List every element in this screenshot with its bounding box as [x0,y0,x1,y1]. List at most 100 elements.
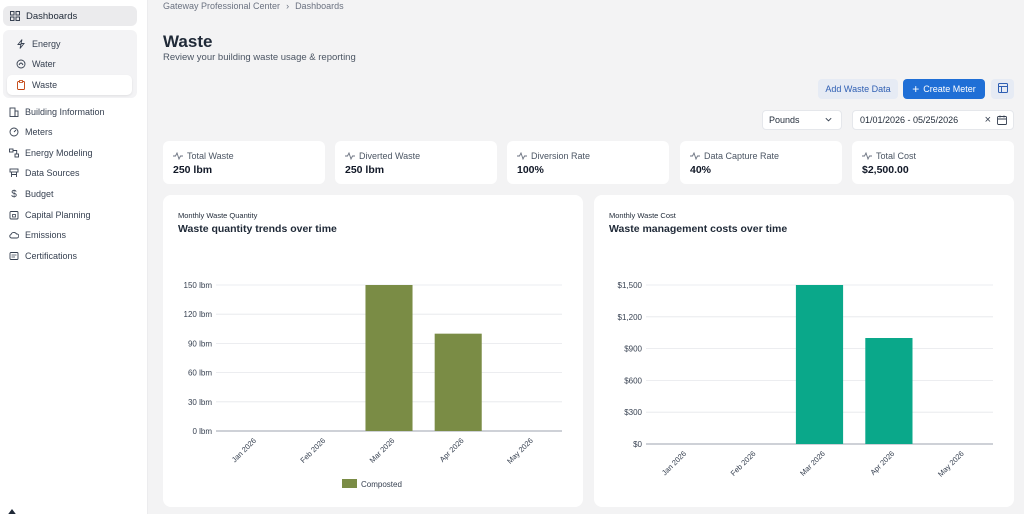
certificate-icon [8,250,20,262]
waste-cost-chart: $0 $300 $600 $900 $1,200 $1,500 Jan 2026 Feb 20… [618,281,993,479]
model-icon [8,147,20,159]
calendar-icon [8,209,20,221]
bar[interactable] [795,285,844,444]
cloud-icon [8,229,20,241]
sidebar-item-capital-planning[interactable]: Capital Planning [8,207,91,223]
bar[interactable] [434,333,482,431]
meter-icon [8,126,20,138]
unit-select-value: Pounds [769,115,800,125]
dollar-icon: $ [11,188,17,200]
date-range-picker[interactable]: 01/01/2026 - 05/25/2026 × [852,110,1014,130]
dashboards-submenu: Energy Water Waste [3,30,137,98]
x-tick-label: Feb 2026 [729,449,758,478]
activity-icon [690,152,700,160]
breadcrumb-building[interactable]: Gateway Professional Center [163,1,281,11]
sidebar-item-label: Data Sources [25,168,80,178]
calendar-icon[interactable] [997,115,1007,127]
sidebar-item-label: Emissions [25,230,67,240]
chart-eyebrow: Monthly Waste Quantity [178,211,258,220]
waste-quantity-chart: 0 lbm 30 lbm 60 lbm 90 lbm 120 lbm 150 lbm Jan… [184,281,562,489]
sidebar-subitem-water[interactable]: Water [7,54,132,74]
table-icon [997,80,1008,98]
x-tick-label: Mar 2026 [798,449,827,478]
create-meter-button[interactable]: + Create Meter [903,79,985,99]
x-tick-label: Feb 2026 [298,436,327,465]
sidebar-item-budget[interactable]: $ Budget [8,186,54,202]
waste-cost-chart-card: Monthly Waste Cost Waste management cost… [594,195,1014,507]
bolt-icon [15,38,27,50]
x-tick-label: May 2026 [505,436,535,466]
breadcrumb: Gateway Professional Center › Dashboards [163,0,344,12]
breadcrumb-dashboards[interactable]: Dashboards [295,1,344,11]
chart-eyebrow: Monthly Waste Cost [609,211,676,220]
y-tick-label: 120 lbm [184,310,213,319]
waste-quantity-chart-card: Monthly Waste Quantity Waste quantity tr… [163,195,583,507]
sidebar-item-label: Budget [25,189,54,199]
database-icon [8,167,20,179]
sidebar-item-meters[interactable]: Meters [8,124,53,140]
sidebar-subitem-label: Waste [32,80,58,90]
sidebar-subitem-label: Water [32,59,56,69]
sidebar-subitem-waste[interactable]: Waste [7,75,132,95]
chevron-right-icon: › [286,1,290,11]
plus-icon: + [912,82,920,96]
activity-icon [345,152,355,160]
chart-title: Waste quantity trends over time [178,223,337,235]
add-waste-data-button[interactable]: Add Waste Data [818,79,898,99]
sidebar-item-data-sources[interactable]: Data Sources [8,165,80,181]
unit-select[interactable]: Pounds [762,110,842,130]
y-tick-label: $300 [624,408,642,417]
kpi-label: Diverted Waste [359,151,421,161]
sidebar-item-label: Building Information [25,107,105,117]
sidebar-item-energy-modeling[interactable]: Energy Modeling [8,145,93,161]
brand-logo-icon [5,504,19,514]
sidebar-item-label: Energy Modeling [25,148,93,158]
sidebar-item-label: Dashboards [26,10,78,22]
sidebar-item-label: Capital Planning [25,210,91,220]
sidebar-item-emissions[interactable]: Emissions [8,227,66,243]
x-tick-label: Mar 2026 [368,436,397,465]
kpi-label: Total Cost [876,151,917,161]
kpi-value: 100% [517,164,544,176]
kpi-value: 250 lbm [173,164,213,176]
y-tick-label: 150 lbm [184,281,213,290]
x-tick-label: Jan 2026 [230,436,258,464]
kpi-diversion-rate: Diversion Rate 100% [507,141,669,184]
kpi-value: 250 lbm [345,164,385,176]
y-tick-label: $1,500 [618,281,643,290]
kpi-label: Total Waste [187,151,234,161]
activity-icon [173,152,183,160]
y-tick-label: $900 [624,345,642,354]
water-drop-icon [15,58,27,70]
x-tick-label: Apr 2026 [868,449,896,477]
create-meter-label: Create Meter [923,84,976,94]
building-icon [8,106,20,118]
layout-toggle-button[interactable] [991,79,1014,99]
sidebar-item-dashboards[interactable]: Dashboards [3,6,137,26]
kpi-label: Data Capture Rate [704,151,780,161]
x-tick-label: Jan 2026 [660,449,688,477]
bar[interactable] [865,338,913,444]
sidebar-subitem-energy[interactable]: Energy [7,34,132,54]
y-tick-label: 90 lbm [188,339,212,348]
bar[interactable] [365,285,413,431]
grid-icon [9,10,21,22]
kpi-value: 40% [690,164,712,176]
kpi-value: $2,500.00 [862,164,909,176]
x-tick-label: Apr 2026 [438,436,466,464]
sidebar-item-label: Meters [25,127,53,137]
sidebar-item-label: Certifications [25,251,78,261]
page-title: Waste [163,32,213,51]
y-tick-label: 30 lbm [188,398,212,407]
sidebar-item-building-information[interactable]: Building Information [8,104,105,120]
y-tick-label: $1,200 [618,313,643,322]
kpi-total-cost: Total Cost $2,500.00 [852,141,1014,184]
sidebar-item-certifications[interactable]: Certifications [8,248,77,264]
date-range-value: 01/01/2026 - 05/25/2026 [860,115,959,125]
sidebar: Dashboards Energy Water Waste Building I… [0,0,148,514]
kpi-label: Diversion Rate [531,151,591,161]
y-tick-label: $0 [633,440,642,449]
clear-icon[interactable]: × [984,114,991,126]
x-tick-label: May 2026 [936,449,966,479]
page-subtitle: Review your building waste usage & repor… [163,52,356,63]
